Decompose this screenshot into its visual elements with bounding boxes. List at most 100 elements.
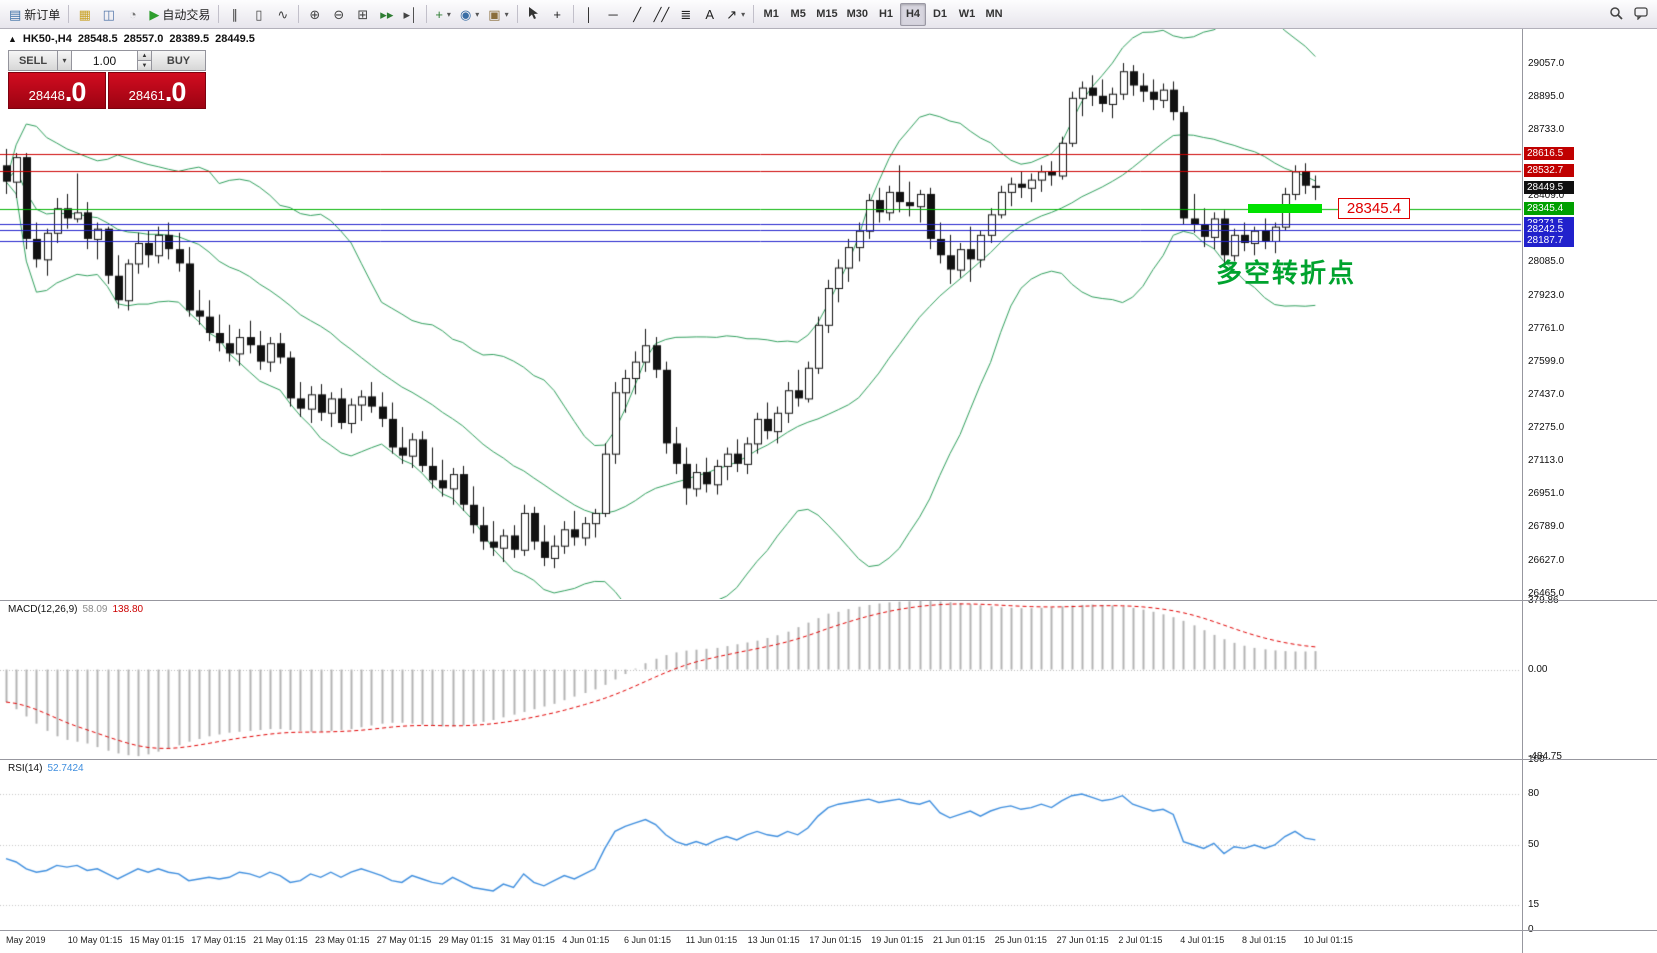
toolbar-separator [572, 5, 574, 23]
new-order-button-label: 新订单 [24, 7, 61, 22]
time-label: 4 Jun 01:15 [562, 935, 610, 945]
candlestick-chart-button[interactable]: ▯ [247, 3, 270, 26]
search-button[interactable] [1604, 3, 1627, 26]
autotrading-button-label: 自动交易 [162, 7, 211, 22]
zoom-in-button[interactable]: ⊕ [303, 3, 326, 26]
chart-shift-icon: ▸│ [403, 6, 419, 22]
main-chart-canvas[interactable] [0, 29, 1522, 599]
chart-shift-button[interactable]: ▸│ [399, 3, 422, 26]
arrows-button[interactable]: ↗ ▾ [722, 3, 749, 26]
objects-icon: ◉ [459, 6, 472, 22]
cursor-icon [527, 6, 539, 22]
timeframe-button-m5[interactable]: M5 [790, 8, 806, 20]
history-center-button[interactable]: ◔ [121, 3, 144, 26]
highlight-segment[interactable] [1248, 204, 1322, 213]
time-label: 19 Jun 01:15 [871, 935, 924, 945]
chat-button[interactable] [1629, 3, 1652, 26]
volume-increase-icon[interactable]: ▲ [138, 51, 151, 60]
timeframe-button-d1[interactable]: D1 [932, 8, 948, 20]
price-tick: 27923.0 [1528, 289, 1565, 301]
buy-price-button[interactable]: 28461 .0 [108, 72, 206, 109]
sell-price-button[interactable]: 28448 .0 [8, 72, 106, 109]
channel-button[interactable]: ╱╱ [650, 3, 674, 26]
timeframe-button-m15[interactable]: M15 [816, 8, 838, 20]
volume-input[interactable] [72, 50, 138, 71]
trade-panel-collapse-icon[interactable]: ▲ [8, 33, 17, 44]
macd-panel-separator[interactable] [0, 600, 1657, 601]
crosshair-button[interactable]: + [546, 3, 569, 26]
time-axis[interactable]: May 2019 10 May 01:15 15 May 01:15 17 May 0… [0, 931, 1522, 953]
price-badge-red: 28616.5 [1524, 146, 1574, 160]
macd-axis-label: -484.75 [1528, 751, 1562, 762]
tile-windows-button[interactable]: ⊞ [351, 3, 374, 26]
price-badge-black: 28449.5 [1524, 180, 1574, 194]
rsi-label: RSI(14) 52.7424 [8, 763, 84, 774]
toolbar-right-group [1604, 3, 1652, 26]
turning-point-annotation[interactable]: 多空转折点 [1216, 258, 1357, 288]
new-order-button[interactable]: ▤ 新订单 [5, 3, 64, 26]
price-axis-separator [1522, 29, 1523, 953]
text-button[interactable]: A [698, 3, 721, 26]
objects-button[interactable]: ◉ ▾ [456, 3, 483, 26]
vertical-line-button[interactable]: │ [578, 3, 601, 26]
price-tick: 28895.0 [1528, 90, 1565, 102]
toolbar: ▤ 新订单 ▦ ◫ ◔ ▶ 自动交易 ∥ ▯ ∿ ⊕ ⊖ ⊞ ▸▸ ▸│ + ▾ ◉ ▾ ▣ ▾ + │ ─ ╱ ╱╱ ≣ A ↗ ▾ M1… [0, 0, 1657, 29]
rsi-panel-separator[interactable] [0, 759, 1657, 760]
volume-decrease-icon[interactable]: ▼ [138, 60, 151, 70]
timeframe-button-w1[interactable]: W1 [958, 8, 976, 20]
fibonacci-icon: ≣ [680, 6, 692, 22]
fibonacci-button[interactable]: ≣ [674, 3, 697, 26]
arrows-icon: ↗ [726, 6, 738, 22]
toolbar-separator [753, 5, 755, 23]
price-tick: 28409.0 [1528, 190, 1565, 202]
zoom-out-button[interactable]: ⊖ [327, 3, 350, 26]
time-label: 27 May 01:15 [376, 935, 432, 945]
time-label: 10 Jul 01:15 [1303, 935, 1353, 945]
line-chart-icon: ∿ [277, 6, 289, 22]
price-tick: 26951.0 [1528, 488, 1565, 500]
trendline-button[interactable]: ╱ [626, 3, 649, 26]
trade-panel-controls: SELL ▾ ▲ ▼ BUY [8, 50, 206, 71]
timeframe-button-m1[interactable]: M1 [763, 8, 779, 20]
buy-button[interactable]: BUY [152, 50, 206, 71]
toolbar-separator [68, 5, 70, 23]
indicators-button[interactable]: + ▾ [431, 3, 455, 26]
horizontal-line-button[interactable]: ─ [602, 3, 625, 26]
auto-scroll-button[interactable]: ▸▸ [375, 3, 398, 26]
time-label: 6 Jun 01:15 [624, 935, 672, 945]
time-label: 17 May 01:15 [191, 935, 246, 945]
timeframe-button-m30[interactable]: M30 [846, 8, 868, 20]
arrows-button-caret-icon: ▾ [741, 9, 746, 19]
time-label: 25 Jun 01:15 [994, 935, 1047, 945]
macd-panel-canvas[interactable] [0, 601, 1522, 758]
line-chart-button[interactable]: ∿ [271, 3, 294, 26]
autotrading-icon: ▶ [149, 6, 160, 22]
price-axis[interactable]: 29057.0 28895.0 28733.0 28409.0 28085.0 27923… [1523, 29, 1657, 953]
templates-button[interactable]: ▣ ▾ [484, 3, 512, 26]
timeframe-button-mn[interactable]: MN [985, 8, 1003, 20]
data-window-button[interactable]: ◫ [97, 3, 120, 26]
timeframe-button-h1[interactable]: H1 [878, 8, 894, 20]
rsi-name: RSI(14) [8, 763, 43, 774]
sell-options-caret[interactable]: ▾ [58, 50, 72, 71]
auto-scroll-icon: ▸▸ [380, 6, 394, 22]
rsi-panel-canvas[interactable] [0, 760, 1522, 929]
price-line-label[interactable]: 28345.4 [1338, 198, 1410, 219]
macd-name: MACD(12,26,9) [8, 604, 78, 615]
price-tick: 26789.0 [1528, 521, 1565, 533]
timeframe-button-h4[interactable]: H4 [900, 2, 926, 26]
market-watch-button[interactable]: ▦ [73, 3, 96, 26]
bar-chart-button[interactable]: ∥ [223, 3, 246, 26]
sell-button[interactable]: SELL [8, 50, 58, 71]
time-label: 31 May 01:15 [500, 935, 555, 945]
candlestick-chart-icon: ▯ [255, 6, 263, 22]
cursor-button[interactable] [522, 3, 545, 26]
autotrading-button[interactable]: ▶ 自动交易 [145, 3, 214, 26]
time-label: 8 Jul 01:15 [1242, 935, 1287, 945]
buy-price: 28461 [128, 87, 165, 103]
price-tick: 27275.0 [1528, 422, 1565, 434]
price-badge-blue: 28187.7 [1524, 234, 1574, 248]
macd-signal-value: 138.80 [112, 604, 144, 615]
price-tick: 26465.0 [1528, 587, 1565, 599]
